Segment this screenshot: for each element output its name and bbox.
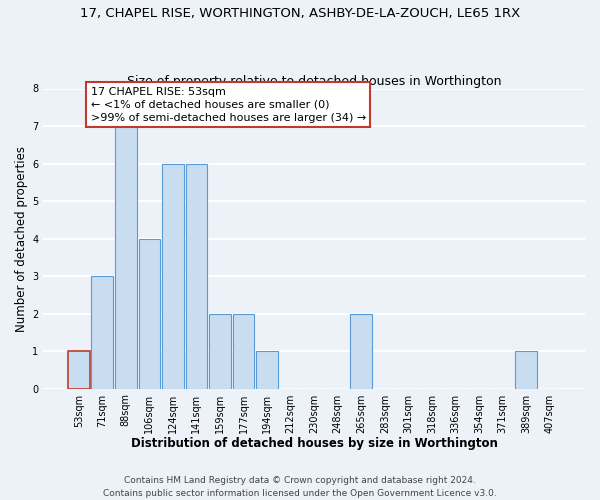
Bar [209, 314, 231, 388]
Y-axis label: Number of detached properties: Number of detached properties [15, 146, 28, 332]
Bar [515, 351, 537, 389]
Bar [162, 164, 184, 388]
Bar [139, 238, 160, 388]
Bar [91, 276, 113, 388]
Bar [68, 351, 89, 389]
Bar [350, 314, 372, 388]
Bar [185, 164, 207, 388]
Text: 17, CHAPEL RISE, WORTHINGTON, ASHBY-DE-LA-ZOUCH, LE65 1RX: 17, CHAPEL RISE, WORTHINGTON, ASHBY-DE-L… [80, 8, 520, 20]
Bar [256, 351, 278, 389]
Title: Size of property relative to detached houses in Worthington: Size of property relative to detached ho… [127, 76, 502, 88]
X-axis label: Distribution of detached houses by size in Worthington: Distribution of detached houses by size … [131, 437, 497, 450]
Text: Contains HM Land Registry data © Crown copyright and database right 2024.
Contai: Contains HM Land Registry data © Crown c… [103, 476, 497, 498]
Text: 17 CHAPEL RISE: 53sqm
← <1% of detached houses are smaller (0)
>99% of semi-deta: 17 CHAPEL RISE: 53sqm ← <1% of detached … [91, 86, 366, 123]
Bar [115, 126, 137, 388]
Bar [233, 314, 254, 388]
